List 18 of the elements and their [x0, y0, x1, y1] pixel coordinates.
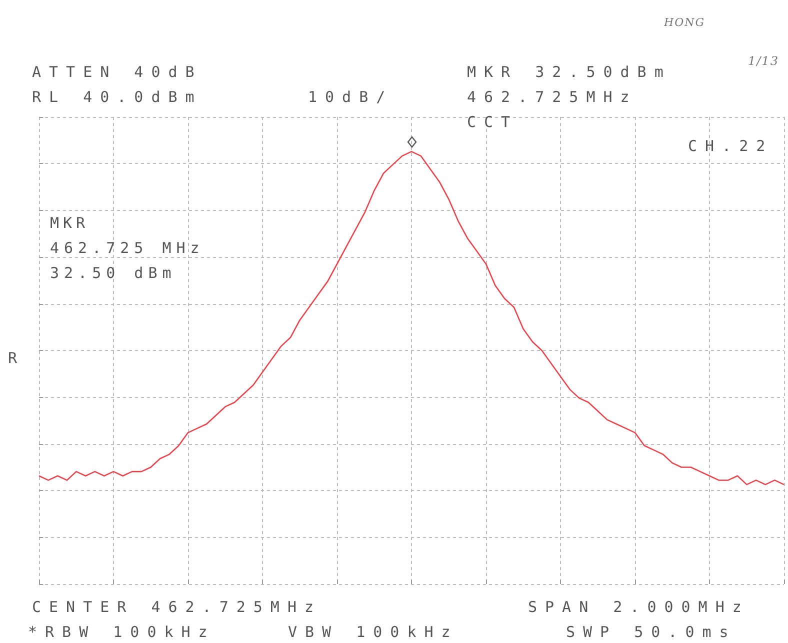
annotation: 462.725 MHz — [50, 239, 204, 257]
text: SPAN 2.000MHz — [528, 598, 750, 616]
annotation: CH.22 — [688, 137, 774, 155]
text: MKR 32.50dBm — [467, 63, 672, 81]
text: 1/13 — [748, 53, 779, 70]
text: ATTEN 40dB — [32, 63, 202, 81]
text: VBW 100kHz — [288, 623, 458, 641]
text: CCT — [467, 113, 518, 131]
text: CENTER 462.725MHz — [32, 598, 322, 616]
text: SWP 50.0ms — [566, 623, 736, 641]
text: *RBW 100kHz — [28, 623, 216, 641]
text: HONG — [664, 15, 706, 31]
annotation: 32.50 dBm — [50, 264, 176, 282]
annotation: MKR — [50, 214, 90, 232]
text: 462.725MHz — [467, 88, 638, 106]
text: 10dB/ — [308, 88, 394, 106]
text: R — [8, 349, 26, 367]
text: RL 40.0dBm — [32, 88, 202, 106]
